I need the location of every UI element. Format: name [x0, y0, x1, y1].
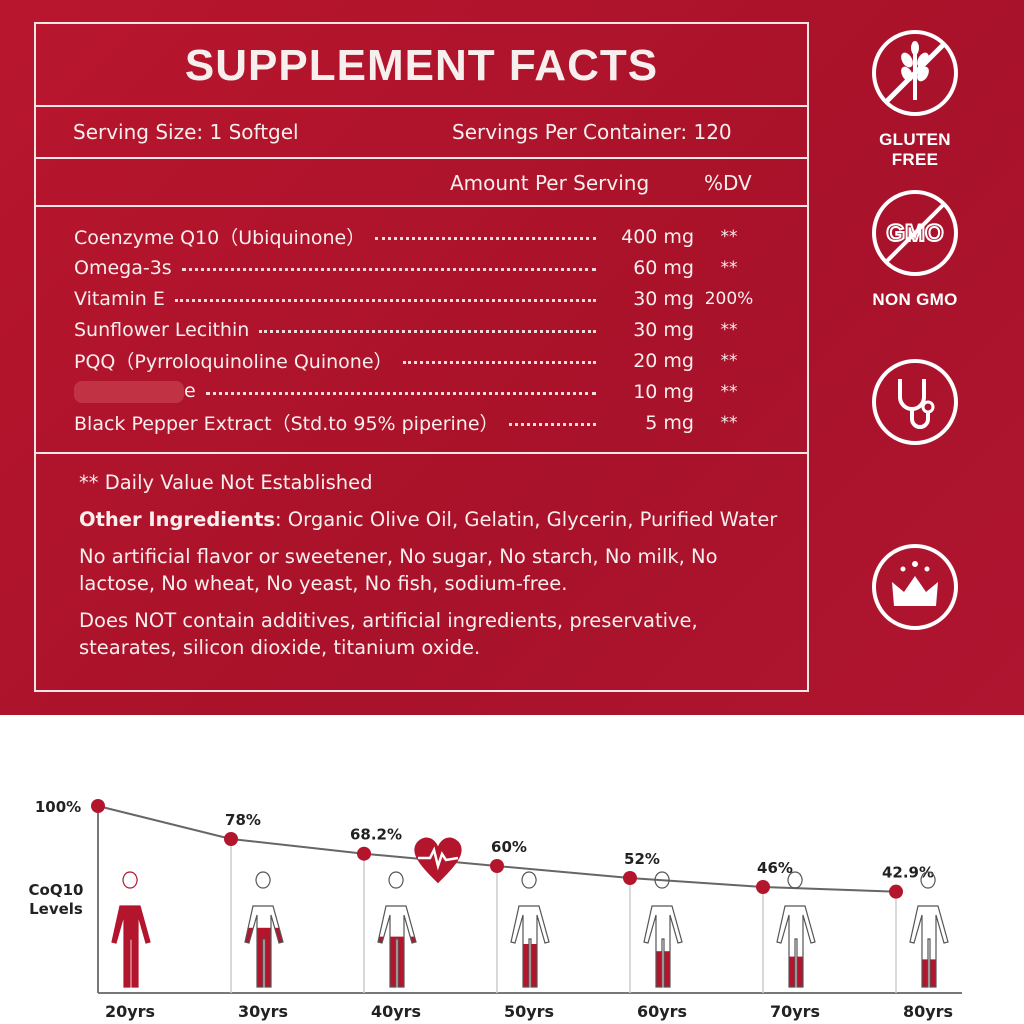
redacted-mask	[74, 380, 184, 403]
data-point	[224, 832, 238, 846]
amount-header-row: Amount Per Serving %DV	[36, 159, 807, 207]
dot-leader	[402, 354, 596, 364]
ingredient-dv: **	[720, 381, 738, 402]
ingredient-list: Coenzyme Q10（Ubiquinone） 400 mg ** Omega-3s…	[36, 207, 807, 454]
ingredient-row: Vitamin E 30 mg 200%	[74, 283, 764, 314]
coq10-levels-chart: CoQ10 Levels 100% 20yrs 78% 30yrs 68.2% 40yrs 60…	[29, 798, 962, 1021]
badge-non-gmo: GMO NON GMO	[868, 188, 962, 310]
x-tick-label: 50yrs	[504, 1002, 554, 1021]
badge-gluten-free: GLUTEN FREE	[868, 28, 962, 170]
ingredient-dv: **	[720, 350, 738, 371]
data-label: 68.2%	[350, 826, 402, 844]
ingredient-row: Sunflower Lecithin 30 mg **	[74, 314, 764, 345]
dot-leader	[205, 385, 596, 395]
data-label: 78%	[225, 811, 261, 829]
gmo-crossed-icon: GMO	[872, 190, 958, 276]
person-figure	[111, 871, 151, 988]
servings-per-container: Servings Per Container: 120	[452, 120, 732, 144]
serving-row: Serving Size: 1 Softgel Servings Per Con…	[36, 107, 807, 159]
stethoscope-icon	[872, 359, 958, 445]
other-ingredients-label: Other Ingredients	[79, 508, 276, 531]
wheat-crossed-icon	[872, 30, 958, 116]
ingredient-row: PQQ（Pyrroloquinoline Quinone） 20 mg **	[74, 345, 764, 376]
crown-icon	[872, 544, 958, 630]
dot-leader	[174, 292, 596, 302]
no-additives-text: Does NOT contain additives, artificial i…	[79, 609, 698, 659]
ingredient-name: Coenzyme Q10（Ubiquinone）	[74, 227, 366, 249]
ingredient-amount: 60 mg	[633, 256, 694, 279]
ingredient-dv: **	[720, 319, 738, 340]
amount-per-serving-header: Amount Per Serving	[450, 171, 650, 195]
heart-pulse-icon	[414, 837, 462, 884]
ingredient-amount: 20 mg	[633, 349, 694, 372]
ingredient-name: Omega-3s	[74, 256, 172, 279]
ingredient-row: e 10 mg **	[74, 376, 764, 407]
x-tick-label: 70yrs	[770, 1002, 820, 1021]
dv-note: ** Daily Value Not Established	[79, 471, 373, 494]
badge-premium	[868, 542, 962, 632]
serving-size: Serving Size: 1 Softgel	[73, 120, 299, 144]
data-point	[91, 799, 105, 813]
ingredient-dv: **	[720, 226, 738, 247]
ingredient-row: Omega-3s 60 mg **	[74, 252, 764, 283]
data-point	[756, 880, 770, 894]
label-notes: ** Daily Value Not Established Other Ing…	[79, 469, 787, 671]
x-tick-label: 80yrs	[903, 1002, 953, 1021]
dot-leader	[181, 261, 596, 271]
ingredient-dv: **	[720, 412, 738, 433]
supplement-facts-banner: SUPPLEMENT FACTS Serving Size: 1 Softgel…	[0, 0, 1024, 715]
badge-health	[868, 357, 962, 447]
ingredient-amount: 5 mg	[645, 411, 694, 434]
ingredient-name: PQQ（Pyrroloquinoline Quinone）	[74, 351, 393, 373]
supplement-facts-label: SUPPLEMENT FACTS Serving Size: 1 Softgel…	[34, 22, 809, 692]
x-tick-label: 60yrs	[637, 1002, 687, 1021]
ingredient-dv: 200%	[704, 288, 754, 309]
data-point	[623, 871, 637, 885]
x-tick-label: 30yrs	[238, 1002, 288, 1021]
gluten-free-caption: GLUTEN FREE	[879, 130, 951, 169]
dot-leader	[375, 230, 596, 240]
ingredient-row: Black Pepper Extract（Std.to 95% piperine…	[74, 407, 764, 438]
ingredient-name: Vitamin E	[74, 287, 165, 310]
dv-header: %DV	[704, 171, 752, 195]
ingredient-amount: 30 mg	[633, 318, 694, 341]
ingredient-name: Black Pepper Extract（Std.to 95% piperine…	[74, 413, 499, 435]
ingredient-name: e	[74, 380, 196, 403]
y-axis-label: CoQ10 Levels	[29, 881, 84, 918]
ingredient-amount: 30 mg	[633, 287, 694, 310]
dot-leader	[508, 416, 596, 426]
ingredient-row: Coenzyme Q10（Ubiquinone） 400 mg **	[74, 221, 764, 252]
label-title: SUPPLEMENT FACTS	[36, 24, 807, 107]
data-label: 100%	[35, 798, 81, 816]
ingredient-amount: 10 mg	[633, 380, 694, 403]
dot-leader	[259, 323, 596, 333]
other-ingredients-text: : Organic Olive Oil, Gelatin, Glycerin, …	[275, 508, 778, 531]
data-point	[490, 859, 504, 873]
ingredient-amount: 400 mg	[621, 225, 694, 248]
data-label: 52%	[624, 850, 660, 868]
free-from-text: No artificial flavor or sweetener, No su…	[79, 545, 718, 595]
x-tick-label: 20yrs	[105, 1002, 155, 1021]
other-ingredients: Other Ingredients: Organic Olive Oil, Ge…	[79, 506, 787, 533]
non-gmo-caption: NON GMO	[872, 290, 958, 309]
ingredient-name: Sunflower Lecithin	[74, 318, 250, 341]
data-label: 46%	[757, 859, 793, 877]
data-point	[357, 846, 371, 861]
ingredient-dv: **	[720, 257, 738, 278]
x-tick-label: 40yrs	[371, 1002, 421, 1021]
data-label: 60%	[491, 838, 527, 856]
data-point	[889, 884, 903, 899]
